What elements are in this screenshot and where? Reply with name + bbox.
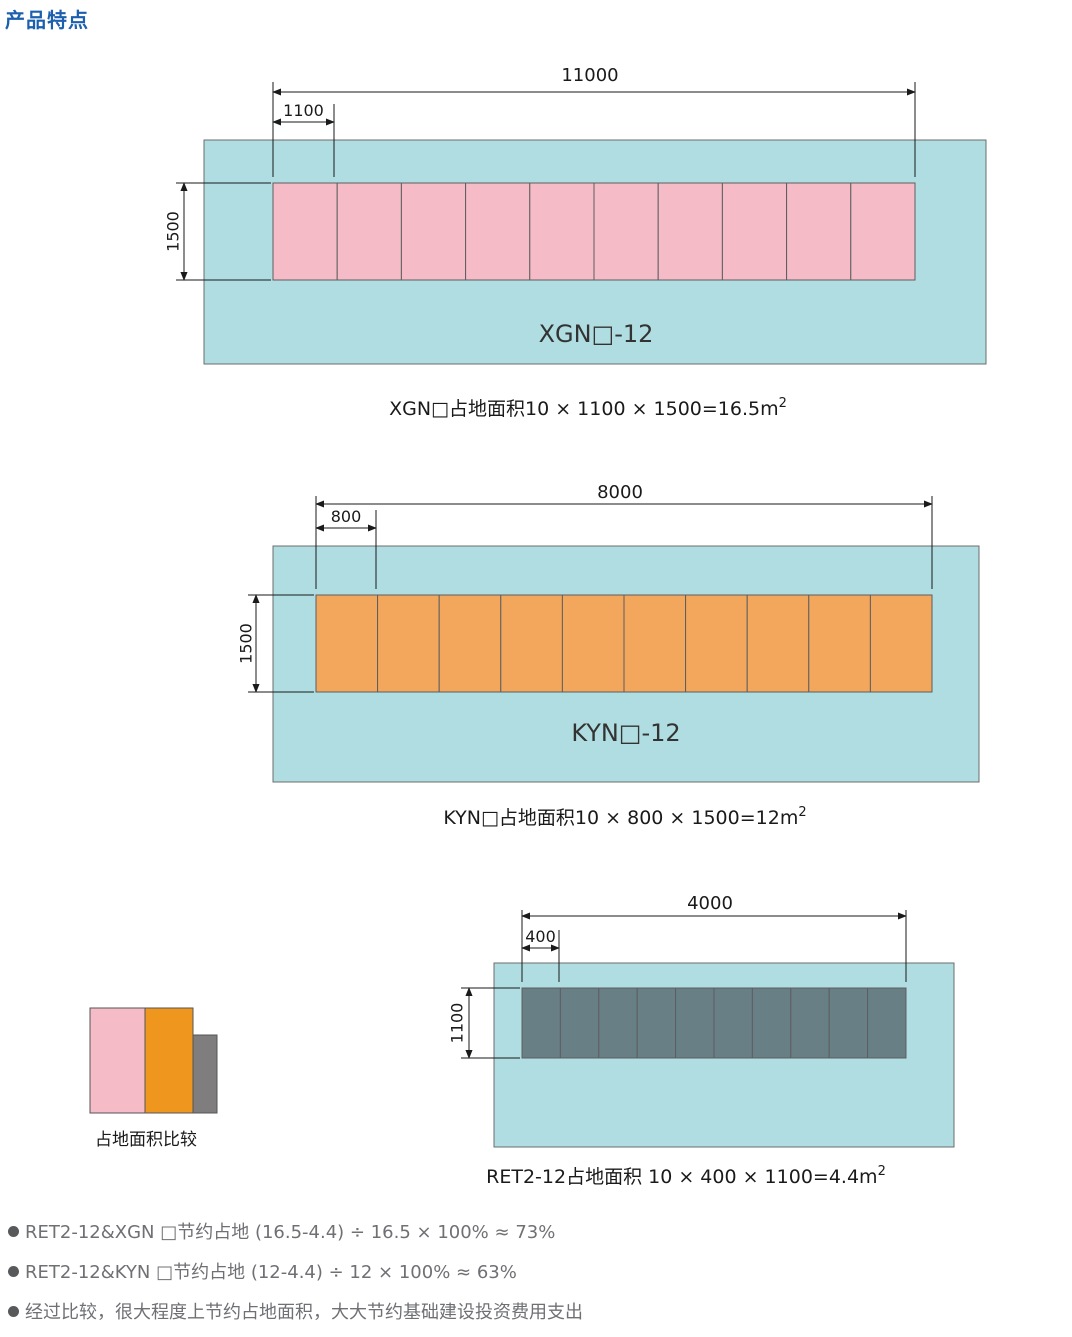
bullet-text: 经过比较，很大程度上节约占地面积，大大节约基础建设投资费用支出 (25, 1302, 583, 1323)
cabinet-kyn (377, 594, 440, 693)
dimension-unit-label: 400 (525, 927, 556, 946)
dimension-total-label: 4000 (687, 893, 733, 914)
model-label-kyn: KYN□-12 (571, 719, 680, 747)
cabinet-ret (598, 987, 638, 1059)
dimension-depth-label: 1500 (164, 211, 183, 252)
dimension-depth-label: 1500 (237, 623, 256, 664)
caption-ret: RET2-12占地面积 10 × 400 × 1100=4.4m2 (486, 1164, 886, 1188)
cabinet-ret (559, 987, 600, 1059)
page-title: 产品特点 (5, 8, 89, 32)
cabinet-xgn (657, 182, 723, 281)
cabinet-ret (790, 987, 830, 1059)
cabinet-kyn (685, 594, 748, 693)
bullet-text: RET2-12&KYN □节约占地 (12-4.4) ÷ 12 × 100% ≈… (25, 1262, 517, 1283)
cabinet-ret (751, 987, 792, 1059)
cabinet-ret (828, 987, 869, 1059)
dimension-total-label: 11000 (561, 65, 618, 86)
cabinet-kyn (623, 594, 687, 693)
cabinet-ret (521, 987, 561, 1059)
cabinet-kyn (500, 594, 563, 693)
cabinet-ret (867, 987, 907, 1059)
compare-block-xgn (89, 1007, 146, 1114)
dimension-unit-label: 800 (331, 507, 362, 526)
cabinet-kyn (315, 594, 379, 693)
cabinet-xgn (786, 182, 852, 281)
cabinet-xgn (272, 182, 338, 281)
bullet-item-kyn-saving: RET2-12&KYN □节约占地 (12-4.4) ÷ 12 × 100% ≈… (8, 1258, 517, 1284)
cabinet-xgn (721, 182, 788, 281)
bullet-dot-icon (8, 1266, 19, 1277)
dimension-total-label: 8000 (597, 482, 643, 503)
cabinet-xgn (593, 182, 659, 281)
caption-kyn: KYN□占地面积10 × 800 × 1500=12m2 (443, 805, 806, 829)
cabinet-kyn (808, 594, 871, 693)
compare-block-ret (192, 1034, 218, 1114)
cabinet-xgn (850, 182, 916, 281)
cabinet-ret (675, 987, 715, 1059)
cabinet-xgn (465, 182, 531, 281)
cabinet-ret (636, 987, 677, 1059)
dimension-unit-label: 1100 (283, 101, 324, 120)
cabinet-kyn (438, 594, 502, 693)
dimension-depth-label: 1100 (448, 1003, 467, 1044)
comparison-label: 占地面积比较 (95, 1130, 197, 1150)
model-label-xgn: XGN□-12 (539, 320, 654, 348)
bullet-dot-icon (8, 1226, 19, 1237)
cabinet-ret (713, 987, 753, 1059)
compare-block-kyn (144, 1007, 194, 1114)
cabinet-xgn (400, 182, 467, 281)
cabinet-kyn (746, 594, 810, 693)
cabinet-xgn (529, 182, 595, 281)
bullet-item-xgn-saving: RET2-12&XGN □节约占地 (16.5-4.4) ÷ 16.5 × 10… (8, 1218, 555, 1244)
cabinet-xgn (336, 182, 402, 281)
bullet-text: RET2-12&XGN □节约占地 (16.5-4.4) ÷ 16.5 × 10… (25, 1222, 556, 1243)
cabinet-kyn (869, 594, 933, 693)
bullet-dot-icon (8, 1306, 19, 1317)
caption-xgn: XGN□占地面积10 × 1100 × 1500=16.5m2 (389, 396, 787, 420)
bullet-item-conclusion: 经过比较，很大程度上节约占地面积，大大节约基础建设投资费用支出 (8, 1298, 583, 1324)
cabinet-kyn (561, 594, 625, 693)
